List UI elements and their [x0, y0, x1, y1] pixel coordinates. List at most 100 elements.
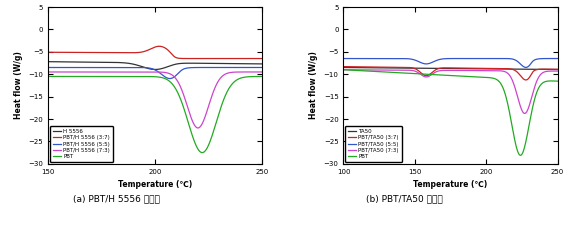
- PBT/TA50 (3:7): [548, 68, 555, 71]
- PBT/TA50 (3:7): [351, 65, 358, 68]
- PBT/H 5556 (3:7): [55, 51, 62, 54]
- PBT/TA50 (5:5): [439, 58, 445, 60]
- PBT/H 5556 (3:7): [213, 57, 220, 60]
- PBT: [554, 80, 561, 83]
- PBT/TA50 (5:5): [548, 57, 555, 60]
- PBT/H 5556 (7:3): [252, 71, 259, 73]
- PBT/TA50 (3:7): [548, 68, 555, 71]
- Line: PBT/TA50 (3:7): PBT/TA50 (3:7): [344, 67, 558, 80]
- PBT/H 5556 (5:5): [55, 66, 62, 69]
- TA50: [340, 66, 347, 69]
- H 5556: [55, 60, 62, 63]
- PBT/H 5556 (5:5): [166, 77, 173, 80]
- PBT/TA50 (7:3): [444, 69, 451, 72]
- H 5556: [45, 60, 52, 63]
- PBT/H 5556 (5:5): [252, 66, 259, 69]
- PBT: [259, 75, 265, 78]
- PBT/H 5556 (3:7): [156, 45, 162, 48]
- PBT/H 5556 (7:3): [259, 71, 265, 73]
- TA50: [439, 67, 445, 70]
- PBT/TA50 (7:3): [509, 78, 516, 81]
- PBT/TA50 (3:7): [439, 67, 445, 69]
- H 5556: [143, 67, 150, 69]
- Text: (a) PBT/H 5556 비율별: (a) PBT/H 5556 비율별: [72, 194, 160, 203]
- PBT/TA50 (7:3): [340, 68, 347, 71]
- X-axis label: Temperature (℃): Temperature (℃): [118, 180, 192, 189]
- PBT/H 5556 (7:3): [143, 71, 150, 73]
- PBT/H 5556 (5:5): [213, 66, 220, 69]
- PBT/H 5556 (5:5): [259, 66, 265, 69]
- TA50: [444, 67, 451, 70]
- TA50: [351, 66, 358, 69]
- PBT/TA50 (5:5): [522, 66, 529, 69]
- PBT/H 5556 (3:7): [252, 57, 259, 60]
- Line: PBT/TA50 (5:5): PBT/TA50 (5:5): [344, 58, 558, 67]
- PBT/TA50 (7:3): [439, 69, 445, 72]
- PBT/H 5556 (7:3): [55, 71, 62, 73]
- PBT/TA50 (5:5): [340, 57, 347, 60]
- PBT: [199, 151, 205, 154]
- PBT: [548, 80, 555, 82]
- Line: PBT/TA50 (7:3): PBT/TA50 (7:3): [344, 70, 558, 113]
- PBT/H 5556 (3:7): [253, 57, 260, 60]
- PBT/TA50 (5:5): [548, 57, 555, 60]
- TA50: [509, 68, 516, 70]
- PBT/TA50 (5:5): [351, 57, 358, 60]
- PBT/TA50 (3:7): [444, 66, 451, 69]
- PBT/H 5556 (7:3): [213, 83, 220, 85]
- PBT: [143, 75, 150, 78]
- Line: PBT: PBT: [344, 70, 558, 155]
- PBT: [548, 80, 555, 82]
- PBT: [55, 75, 62, 78]
- PBT/TA50 (7:3): [548, 70, 555, 73]
- PBT: [509, 124, 516, 127]
- PBT/H 5556 (3:7): [143, 49, 150, 52]
- PBT: [149, 75, 156, 78]
- PBT/H 5556 (3:7): [259, 57, 265, 60]
- PBT/TA50 (7:3): [521, 112, 528, 115]
- PBT: [213, 119, 220, 122]
- PBT/TA50 (7:3): [351, 68, 358, 71]
- PBT: [252, 75, 259, 78]
- PBT: [45, 75, 52, 78]
- H 5556: [152, 68, 158, 71]
- H 5556: [252, 62, 259, 65]
- PBT/TA50 (7:3): [554, 70, 561, 73]
- PBT/H 5556 (3:7): [244, 57, 251, 60]
- PBT: [444, 74, 451, 77]
- PBT/H 5556 (7:3): [149, 71, 156, 73]
- Text: (b) PBT/TA50 비율별: (b) PBT/TA50 비율별: [366, 194, 443, 203]
- PBT/TA50 (3:7): [522, 79, 529, 81]
- Line: PBT/H 5556 (3:7): PBT/H 5556 (3:7): [48, 46, 262, 58]
- PBT/H 5556 (5:5): [252, 66, 259, 69]
- PBT/H 5556 (7:3): [45, 71, 52, 73]
- Line: PBT: PBT: [48, 77, 262, 153]
- PBT: [340, 68, 347, 71]
- Line: PBT/H 5556 (7:3): PBT/H 5556 (7:3): [48, 72, 262, 128]
- PBT/TA50 (3:7): [509, 68, 516, 71]
- PBT/H 5556 (7:3): [252, 71, 259, 73]
- PBT/TA50 (5:5): [444, 57, 451, 60]
- PBT/TA50 (5:5): [554, 57, 561, 60]
- PBT: [252, 75, 259, 78]
- H 5556: [252, 62, 259, 65]
- PBT/TA50 (3:7): [554, 68, 561, 71]
- PBT/TA50 (7:3): [548, 70, 555, 73]
- PBT: [351, 69, 358, 72]
- PBT/H 5556 (3:7): [45, 51, 52, 54]
- H 5556: [149, 68, 156, 71]
- TA50: [554, 68, 561, 71]
- Line: H 5556: H 5556: [48, 62, 262, 69]
- PBT: [439, 73, 445, 76]
- PBT/H 5556 (5:5): [149, 67, 156, 70]
- PBT/TA50 (5:5): [509, 58, 516, 60]
- Y-axis label: Heat flow (W/g): Heat flow (W/g): [309, 51, 318, 119]
- PBT/H 5556 (5:5): [143, 66, 150, 69]
- Line: PBT/H 5556 (5:5): PBT/H 5556 (5:5): [48, 67, 262, 79]
- PBT/TA50 (3:7): [340, 65, 347, 68]
- PBT/H 5556 (3:7): [149, 47, 156, 50]
- X-axis label: Temperature (℃): Temperature (℃): [413, 180, 488, 189]
- Legend: TA50, PBT/TA50 (3:7), PBT/TA50 (5:5), PBT/TA50 (7:3), PBT: TA50, PBT/TA50 (3:7), PBT/TA50 (5:5), PB…: [345, 126, 402, 162]
- PBT/H 5556 (5:5): [45, 66, 52, 69]
- Line: TA50: TA50: [344, 67, 558, 69]
